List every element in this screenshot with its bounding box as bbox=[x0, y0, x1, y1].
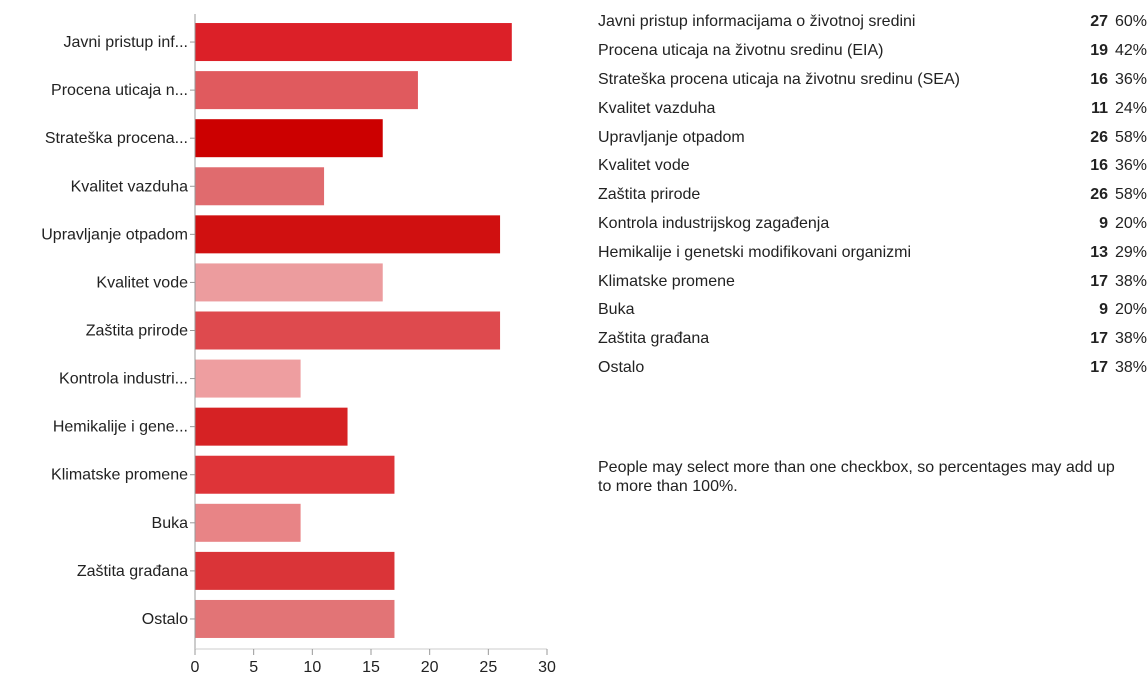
category-label: Hemikalije i gene... bbox=[53, 419, 188, 436]
bar bbox=[195, 407, 348, 446]
summary-row: Zaštita prirode 26 58% bbox=[598, 181, 1147, 210]
summary-row-label: Kvalitet vode bbox=[598, 157, 690, 175]
summary-row: Kontrola industrijskog zagađenja 9 20% bbox=[598, 210, 1147, 239]
summary-row-percent: 20% bbox=[1114, 301, 1147, 319]
bar bbox=[195, 119, 383, 158]
summary-row-count: 17 bbox=[1090, 358, 1109, 376]
x-tick-label: 15 bbox=[362, 659, 380, 676]
x-tick-label: 25 bbox=[479, 659, 497, 676]
category-label: Zaštita prirode bbox=[86, 323, 188, 340]
summary-row: Buka 9 20% bbox=[598, 296, 1147, 325]
bar bbox=[195, 215, 501, 254]
category-label: Ostalo bbox=[142, 611, 188, 628]
category-label: Kvalitet vazduha bbox=[71, 178, 189, 195]
summary-row-percent: 60% bbox=[1114, 13, 1147, 31]
summary-row-label: Kontrola industrijskog zagađenja bbox=[598, 214, 830, 232]
category-label: Procena uticaja n... bbox=[51, 82, 188, 99]
summary-row: Procena uticaja na životnu sredinu (EIA)… bbox=[598, 37, 1147, 66]
category-label: Zaštita građana bbox=[77, 563, 188, 580]
summary-row-label: Upravljanje otpadom bbox=[598, 128, 745, 146]
category-label: Klimatske promene bbox=[51, 467, 188, 484]
summary-row-count: 13 bbox=[1090, 243, 1109, 261]
summary-row: Javni pristup informacijama o životnoj s… bbox=[598, 8, 1147, 37]
summary-row: Klimatske promene 17 38% bbox=[598, 267, 1147, 296]
summary-row-count: 26 bbox=[1090, 128, 1109, 146]
summary-row-percent: 58% bbox=[1114, 128, 1147, 146]
summary-row-label: Hemikalije i genetski modifikovani organ… bbox=[598, 243, 912, 261]
summary-row: Strateška procena uticaja na životnu sre… bbox=[598, 66, 1147, 95]
bar bbox=[195, 167, 325, 206]
bar bbox=[195, 599, 395, 638]
summary-row-label: Zaštita prirode bbox=[598, 186, 701, 204]
summary-row: Ostalo 17 38% bbox=[598, 354, 1147, 383]
summary-row-count: 26 bbox=[1090, 186, 1109, 204]
summary-row-label: Ostalo bbox=[598, 358, 645, 376]
category-label: Kvalitet vode bbox=[96, 274, 188, 291]
summary-row-percent: 20% bbox=[1114, 214, 1147, 232]
summary-row-label: Strateška procena uticaja na životnu sre… bbox=[598, 70, 960, 88]
bar bbox=[195, 23, 512, 62]
x-tick-label: 30 bbox=[538, 659, 556, 676]
category-label: Buka bbox=[152, 515, 189, 532]
bar bbox=[195, 311, 501, 350]
summary-row-count: 16 bbox=[1090, 70, 1109, 88]
footnote: People may select more than one checkbox… bbox=[598, 459, 1115, 495]
summary-row: Kvalitet vode 16 36% bbox=[598, 152, 1147, 181]
summary-row-label: Buka bbox=[598, 301, 635, 319]
category-label: Upravljanje otpadom bbox=[41, 226, 188, 243]
bar bbox=[195, 71, 418, 110]
category-label: Javni pristup inf... bbox=[64, 34, 189, 51]
category-label: Kontrola industri... bbox=[59, 371, 188, 388]
bar bbox=[195, 359, 301, 398]
summary-row-count: 16 bbox=[1090, 157, 1109, 175]
summary-row-count: 9 bbox=[1099, 214, 1109, 232]
category-label: Strateška procena... bbox=[45, 130, 188, 147]
summary-row-percent: 58% bbox=[1114, 186, 1147, 204]
summary-row-label: Klimatske promene bbox=[598, 272, 735, 290]
x-tick-label: 0 bbox=[191, 659, 200, 676]
summary-row: Hemikalije i genetski modifikovani organ… bbox=[598, 238, 1147, 267]
summary-row-percent: 36% bbox=[1114, 70, 1147, 88]
summary-row-label: Kvalitet vazduha bbox=[598, 99, 716, 117]
summary-row-count: 11 bbox=[1091, 99, 1109, 117]
summary-row-label: Javni pristup informacijama o životnoj s… bbox=[598, 13, 916, 31]
summary-row-count: 17 bbox=[1090, 272, 1109, 290]
summary-row-percent: 38% bbox=[1114, 272, 1147, 290]
summary-row-percent: 29% bbox=[1114, 243, 1147, 261]
summary-row-percent: 24% bbox=[1114, 99, 1147, 117]
summary-row-percent: 42% bbox=[1114, 42, 1147, 60]
bar bbox=[195, 455, 395, 494]
bar bbox=[195, 503, 301, 542]
summary-row: Kvalitet vazduha 11 24% bbox=[598, 94, 1147, 123]
summary-row-count: 19 bbox=[1090, 42, 1109, 60]
summary-row-percent: 38% bbox=[1114, 358, 1147, 376]
summary-row: Upravljanje otpadom 26 58% bbox=[598, 123, 1147, 152]
summary-row-label: Procena uticaja na životnu sredinu (EIA) bbox=[598, 42, 884, 60]
summary-row-count: 27 bbox=[1090, 13, 1109, 31]
bar bbox=[195, 263, 383, 302]
x-tick-label: 20 bbox=[421, 659, 439, 676]
summary-row-percent: 38% bbox=[1114, 330, 1147, 348]
summary-row-count: 9 bbox=[1099, 301, 1109, 319]
summary-row-percent: 36% bbox=[1114, 157, 1147, 175]
x-tick-label: 5 bbox=[249, 659, 258, 676]
summary-row: Zaštita građana 17 38% bbox=[598, 325, 1147, 354]
summary-row-label: Zaštita građana bbox=[598, 330, 710, 348]
bar bbox=[195, 551, 395, 590]
summary-row-count: 17 bbox=[1090, 330, 1109, 348]
summary-table: Javni pristup informacijama o životnoj s… bbox=[598, 8, 1147, 382]
x-tick-label: 10 bbox=[303, 659, 321, 676]
bar-chart: Javni pristup inf... Procena uticaja n...… bbox=[41, 14, 556, 676]
